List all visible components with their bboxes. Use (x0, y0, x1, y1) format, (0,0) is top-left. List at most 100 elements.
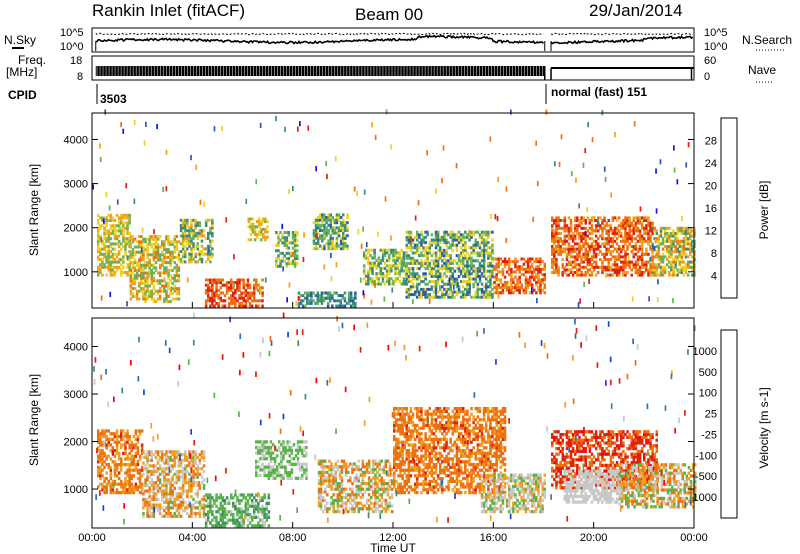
heatmap-cell (430, 272, 434, 276)
heatmap-cell (574, 242, 577, 246)
heatmap-cell (211, 291, 214, 295)
heatmap-cell (478, 274, 482, 278)
heatmap-cell (445, 290, 448, 294)
heatmap-cell (103, 232, 106, 235)
heatmap-cell (396, 272, 399, 276)
heatmap-cell (221, 125, 223, 131)
heatmap-cell (680, 268, 684, 272)
heatmap-cell (526, 260, 530, 264)
heatmap-cell (647, 273, 650, 277)
heatmap-cell (167, 509, 170, 513)
heatmap-cell (278, 462, 281, 466)
heatmap-cell (615, 258, 619, 261)
heatmap-cell (501, 286, 505, 290)
heatmap-cell (333, 244, 337, 248)
heatmap-cell (99, 226, 102, 230)
heatmap-cell (158, 455, 162, 460)
heatmap-cell (605, 221, 608, 225)
heatmap-cell (109, 255, 113, 259)
heatmap-cell (337, 218, 341, 222)
heatmap-cell (476, 272, 480, 276)
heatmap-cell (605, 252, 608, 256)
heatmap-cell (242, 518, 245, 522)
heatmap-cell (412, 299, 414, 305)
heatmap-cell (672, 265, 675, 269)
heatmap-cell (325, 234, 328, 238)
heatmap-cell (211, 283, 214, 287)
heatmap-cell (516, 267, 519, 271)
heatmap-cell (140, 245, 143, 249)
heatmap-cell (491, 246, 494, 250)
heatmap-cell (253, 225, 257, 229)
heatmap-cell (284, 468, 287, 472)
heatmap-cell (402, 279, 406, 283)
heatmap-cell (131, 276, 135, 280)
heatmap-cell (559, 252, 562, 256)
heatmap-cell (457, 269, 461, 273)
heatmap-cell (638, 245, 642, 248)
heatmap-cell (190, 255, 193, 259)
heatmap-cell (551, 239, 554, 243)
heatmap-cell (163, 255, 166, 259)
heatmap-cell (672, 245, 675, 248)
heatmap-cell (105, 429, 108, 433)
heatmap-cell (107, 265, 110, 269)
heatmap-cell (129, 292, 133, 296)
heatmap-cell (551, 216, 554, 220)
heatmap-cell (295, 300, 298, 307)
heatmap-cell (402, 261, 406, 265)
heatmap-cell (325, 221, 328, 225)
heatmap-cell (622, 260, 625, 264)
heatmap-cell (169, 500, 172, 504)
heatmap-cell (531, 265, 534, 269)
heatmap-cell (294, 476, 298, 480)
heatmap-cell (430, 267, 434, 271)
heatmap-cell (124, 221, 127, 225)
heatmap-cell (303, 232, 305, 238)
heatmap-cell (567, 273, 571, 277)
heatmap-cell (105, 454, 108, 458)
heatmap-cell (443, 238, 446, 242)
heatmap-cell (478, 243, 482, 247)
heatmap-cell (124, 471, 127, 475)
heatmap-cell (190, 453, 193, 457)
heatmap-cell (188, 486, 191, 490)
heatmap-cell (689, 232, 692, 235)
heatmap-cell (661, 247, 665, 251)
heatmap-cell (219, 504, 222, 508)
heatmap-cell (601, 268, 604, 272)
heatmap-cell (339, 304, 342, 308)
heatmap-cell (588, 258, 592, 261)
heatmap-cell (190, 242, 193, 246)
heatmap-cell (574, 263, 577, 267)
heatmap-cell (97, 250, 100, 254)
heatmap-cell (533, 260, 536, 264)
heatmap-cell (132, 485, 136, 489)
heatmap-cell (526, 267, 530, 271)
heatmap-cell (175, 497, 179, 502)
power-colorbar-label: Power [dB] (757, 181, 771, 240)
heatmap-cell (156, 453, 160, 457)
heatmap-cell (567, 232, 571, 235)
heatmap-cell (503, 265, 507, 269)
heatmap-cell (230, 510, 233, 514)
heatmap-cell (383, 261, 387, 265)
heatmap-cell (154, 279, 158, 283)
heatmap-cell (615, 265, 619, 269)
heatmap-cell (144, 489, 147, 493)
heatmap-cell (363, 293, 366, 299)
heatmap-cell (668, 245, 671, 248)
heatmap-cell (528, 260, 532, 264)
heatmap-cell (167, 514, 170, 518)
heatmap-cell (578, 234, 581, 238)
heatmap-cell (432, 295, 436, 299)
heatmap-cell (455, 280, 459, 284)
heatmap-cell (434, 290, 438, 294)
heatmap-cell (169, 240, 172, 244)
heatmap-cell (682, 265, 686, 269)
heatmap-cell (394, 251, 397, 255)
heatmap-cell (275, 473, 279, 478)
heatmap-cell (167, 464, 170, 468)
heatmap-cell (554, 161, 556, 167)
heatmap-cell (638, 265, 642, 269)
